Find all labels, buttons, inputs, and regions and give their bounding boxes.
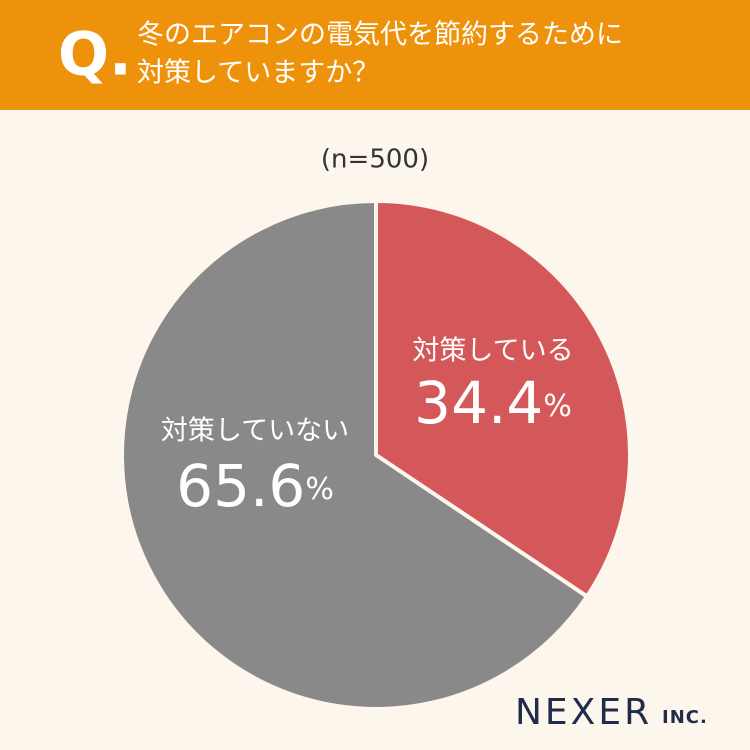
brand: NEXER bbox=[515, 692, 652, 733]
slice-value-label: 65.6% bbox=[176, 452, 334, 520]
slice-value-label: 34.4% bbox=[414, 369, 572, 437]
header-band bbox=[0, 0, 750, 110]
question-marker: Q. bbox=[58, 20, 132, 90]
pie bbox=[120, 199, 632, 711]
subtitle: (n=500) bbox=[321, 145, 429, 175]
chart-title: 冬のエアコンの電気代を節約するために bbox=[137, 20, 623, 51]
slice-category-label: 対策していない bbox=[161, 416, 349, 447]
pie-slice bbox=[374, 199, 632, 599]
brand-suffix: INC. bbox=[662, 707, 708, 728]
pie-slice bbox=[120, 199, 589, 711]
chart-title: 対策していますか？ bbox=[137, 58, 379, 89]
slice-category-label: 対策している bbox=[412, 336, 573, 367]
